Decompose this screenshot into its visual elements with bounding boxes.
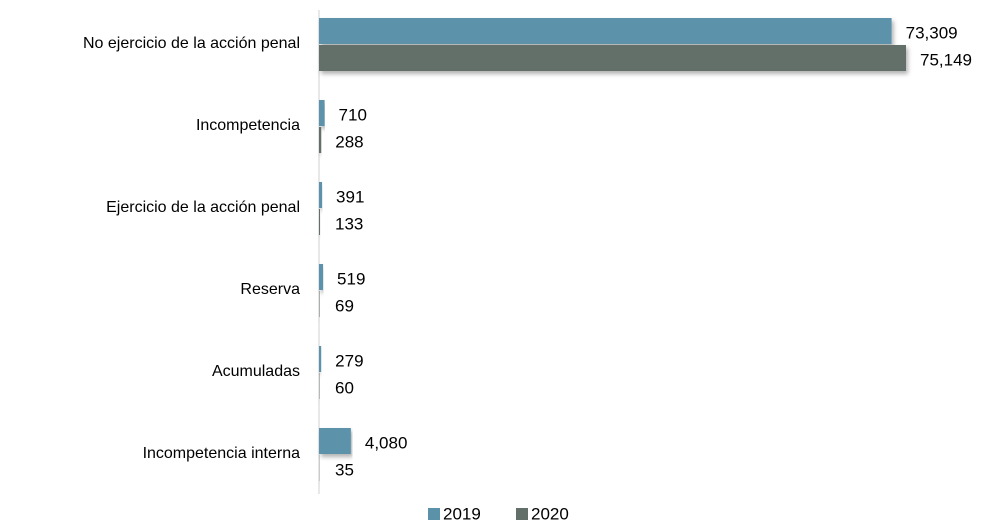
bar <box>319 209 321 235</box>
bar <box>319 100 325 126</box>
data-label: 4,080 <box>365 433 408 452</box>
category-label: Incompetencia interna <box>143 445 301 462</box>
bar <box>319 182 323 208</box>
bar <box>319 291 320 317</box>
category-label: Reserva <box>240 281 300 298</box>
data-label: 133 <box>335 214 363 233</box>
data-label: 69 <box>335 296 354 315</box>
legend-swatch <box>428 508 440 520</box>
category-label: Ejercicio de la acción penal <box>106 199 300 216</box>
data-label: 35 <box>335 460 354 479</box>
bar <box>319 18 892 44</box>
bar <box>319 45 906 71</box>
data-label: 73,309 <box>906 23 958 42</box>
data-label: 75,149 <box>920 50 972 69</box>
bar <box>319 264 324 290</box>
bar <box>319 127 322 153</box>
category-label: Incompetencia <box>196 117 300 134</box>
data-label: 519 <box>337 269 365 288</box>
bar <box>319 428 351 454</box>
bar <box>319 346 322 372</box>
data-label: 710 <box>339 105 367 124</box>
category-label: No ejercicio de la acción penal <box>83 35 300 52</box>
data-label: 279 <box>335 351 363 370</box>
data-label: 288 <box>335 132 363 151</box>
legend-label: 2019 <box>443 504 481 523</box>
category-label: Acumuladas <box>212 363 300 380</box>
legend-label: 2020 <box>531 504 569 523</box>
data-label: 60 <box>335 378 354 397</box>
data-label: 391 <box>336 187 364 206</box>
legend-swatch <box>516 508 528 520</box>
